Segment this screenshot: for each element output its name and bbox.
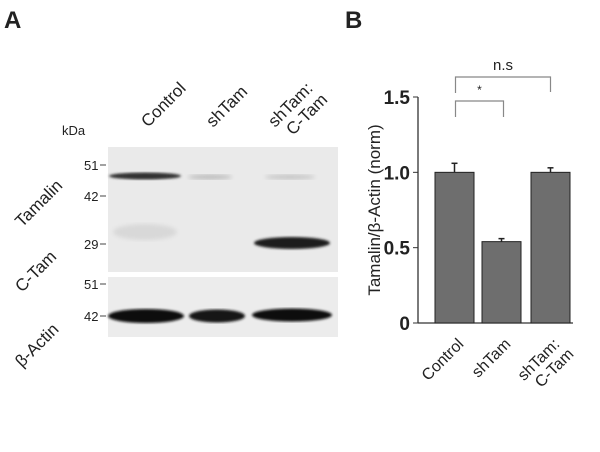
significance-bracket-star: [454, 100, 505, 117]
significance-bracket-ns: [454, 76, 552, 93]
band-ctam-rescue: [254, 237, 330, 249]
kda-label: kDa: [62, 123, 86, 138]
blot-top: [108, 147, 338, 272]
y-tick-label: 1.5: [384, 88, 411, 109]
band-actin-shtam: [189, 309, 245, 323]
bar: [530, 171, 571, 324]
x-tick-label: shTam: [469, 336, 514, 381]
band-actin-rescue: [252, 308, 332, 322]
y-tick-label: 1.0: [384, 163, 410, 184]
row-label-ctam: C-Tam: [11, 247, 60, 296]
bar: [481, 241, 522, 324]
panel-b-letter: B: [345, 7, 362, 34]
marker-29: 29: [84, 237, 98, 252]
marker-42-bottom: 42: [84, 309, 98, 324]
row-label-tamalin: Tamalin: [11, 176, 66, 231]
y-tick-label: 0: [399, 314, 410, 335]
row-label-actin: β-Actin: [11, 320, 62, 371]
bar: [434, 171, 475, 324]
significance-label-star: *: [477, 83, 482, 97]
lane-label-control: Control: [137, 79, 189, 131]
x-tick-label: Control: [419, 336, 467, 384]
band-tamalin-shtam: [188, 174, 232, 180]
blot-bottom: [108, 277, 338, 337]
panel-a-letter: A: [4, 7, 21, 34]
marker-51-top: 51: [84, 158, 98, 173]
band-actin-control: [108, 309, 184, 323]
band-tamalin-control: [109, 172, 181, 180]
y-axis-label: Tamalin/β-Actin (norm): [365, 124, 384, 295]
band-tamalin-rescue: [265, 174, 315, 180]
y-tick-label: 0.5: [384, 239, 411, 260]
marker-51-bottom: 51: [84, 277, 98, 292]
marker-42-top: 42: [84, 189, 98, 204]
lane-label-shtam: shTam: [202, 82, 251, 131]
significance-label-ns: n.s: [493, 57, 513, 74]
